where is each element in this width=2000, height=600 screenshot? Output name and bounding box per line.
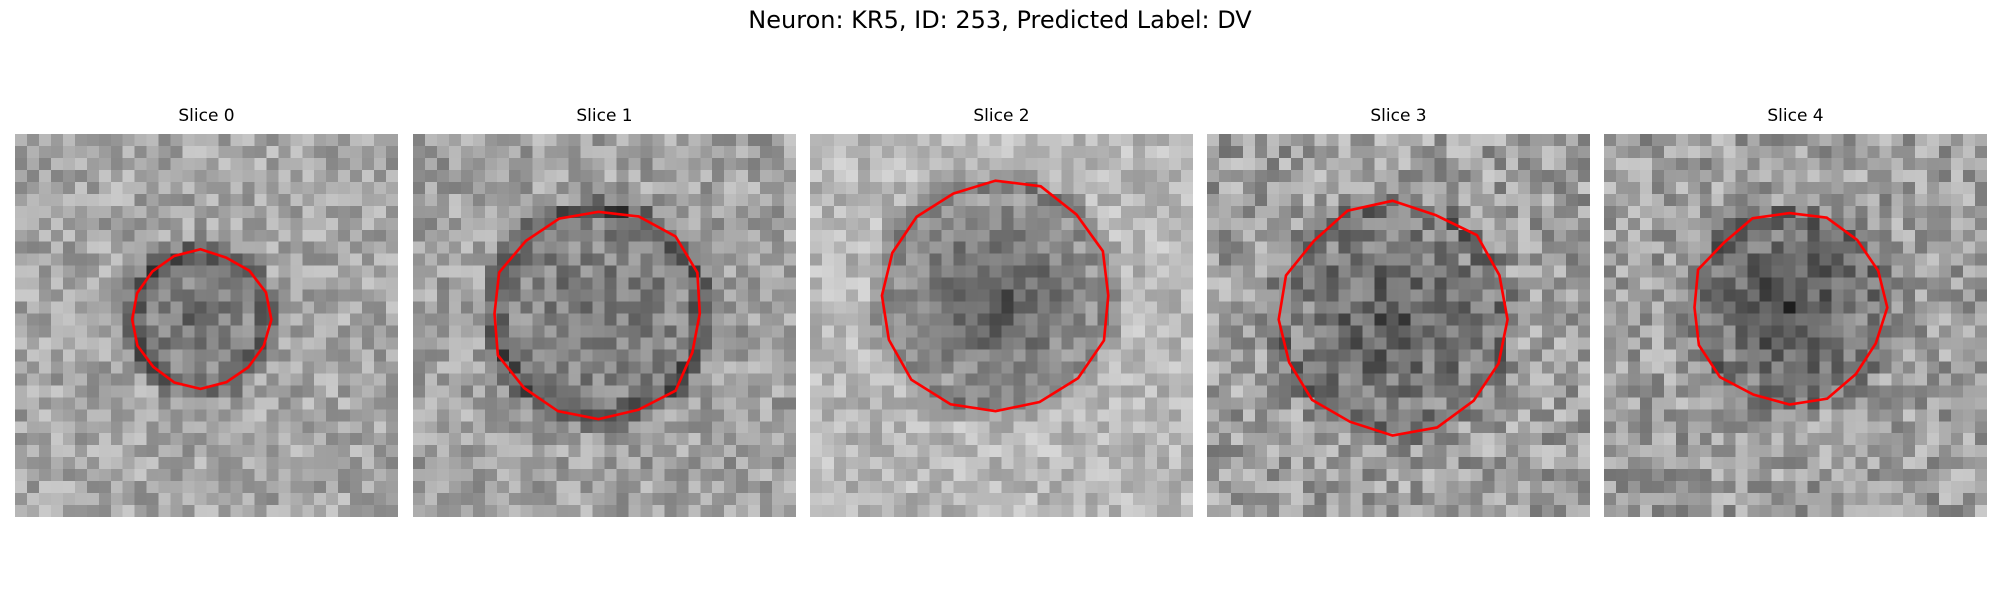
- slice-image: [15, 134, 398, 517]
- slice-image: [413, 134, 796, 517]
- slice-image: [1604, 134, 1987, 517]
- cell-contour: [880, 179, 1110, 413]
- slice-title: Slice 4: [1767, 106, 1824, 126]
- slice-title: Slice 1: [576, 106, 633, 126]
- pixel-grid: [1207, 134, 1590, 517]
- slice-image: [1207, 134, 1590, 517]
- slice-image: [810, 134, 1193, 517]
- pixel-grid: [413, 134, 796, 517]
- cell-contour: [1277, 199, 1509, 437]
- pixel-grid: [1604, 134, 1987, 517]
- slice-title: Slice 0: [178, 106, 235, 126]
- pixel-grid: [15, 134, 398, 517]
- cell-contour: [493, 210, 702, 421]
- pixel-grid: [810, 134, 1193, 517]
- cell-contour: [130, 247, 273, 391]
- slice-title: Slice 3: [1370, 106, 1427, 126]
- slice-title: Slice 2: [973, 106, 1030, 126]
- cell-contour: [1693, 211, 1889, 406]
- figure-title: Neuron: KR5, ID: 253, Predicted Label: D…: [748, 6, 1252, 34]
